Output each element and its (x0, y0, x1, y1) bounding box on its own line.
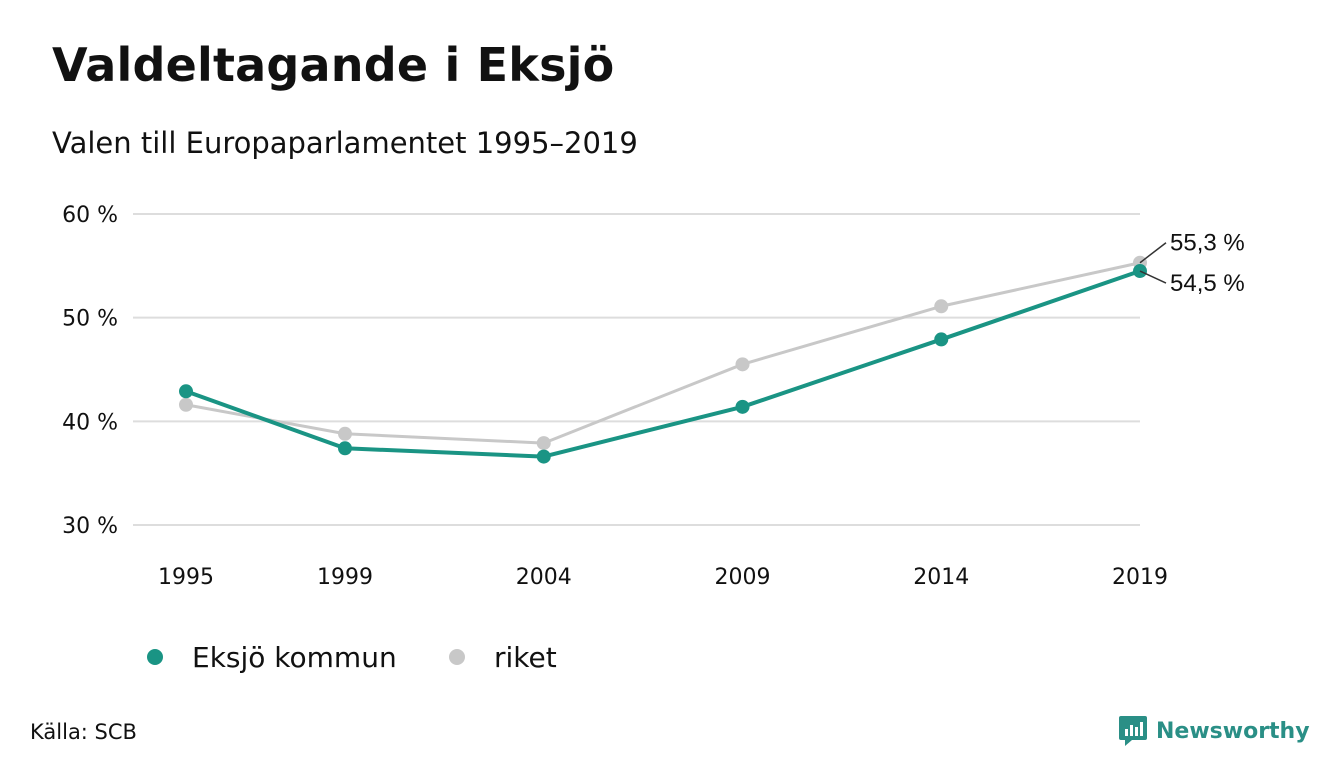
x-tick-label: 2004 (516, 565, 572, 590)
x-tick-label: 2019 (1112, 565, 1168, 590)
y-tick-label: 40 % (62, 410, 118, 435)
x-axis-ticks: 1995 1999 2004 2009 2014 2019 (158, 565, 1168, 590)
end-label-leader (1139, 242, 1167, 264)
legend-marker (449, 649, 465, 665)
data-point (179, 397, 193, 412)
legend: Eksjö kommun riket (147, 641, 557, 674)
data-point (934, 299, 949, 314)
data-point (536, 449, 551, 464)
data-point (338, 426, 352, 441)
data-point (735, 357, 750, 372)
series-layer (179, 255, 1147, 464)
end-label: 55,3 % (1170, 230, 1245, 257)
x-tick-label: 1999 (317, 565, 373, 590)
x-tick-label: 2014 (913, 565, 969, 590)
y-tick-label: 50 % (62, 307, 118, 332)
series-line-1 (184, 269, 1142, 459)
end-label-leader (1139, 270, 1167, 284)
x-tick-label: 2009 (715, 565, 771, 590)
brand-logo: Newsworthy (1118, 714, 1310, 748)
data-point (338, 441, 352, 456)
y-tick-label: 30 % (62, 514, 118, 539)
end-label: 54,5 % (1170, 270, 1245, 297)
data-point (536, 436, 551, 451)
source-note: Källa: SCB (30, 720, 137, 744)
brand-name: Newsworthy (1156, 718, 1310, 744)
series-line-0 (184, 261, 1142, 445)
data-point (735, 399, 750, 414)
y-tick-label: 60 % (62, 203, 118, 228)
legend-marker (147, 649, 163, 665)
newsworthy-logo-icon (1119, 716, 1147, 746)
legend-label: riket (494, 641, 557, 674)
x-tick-label: 1995 (158, 565, 214, 590)
data-point (934, 332, 949, 347)
end-labels: 55,3 % 54,5 % (1139, 230, 1245, 297)
chart-title: Valdeltagande i Eksjö (52, 38, 615, 92)
y-axis-ticks: 30 % 40 % 50 % 60 % (62, 203, 118, 539)
legend-label: Eksjö kommun (192, 641, 397, 674)
chart-subtitle: Valen till Europaparlamentet 1995–2019 (52, 126, 638, 160)
data-point (179, 384, 193, 399)
grid-lines (133, 213, 1140, 526)
